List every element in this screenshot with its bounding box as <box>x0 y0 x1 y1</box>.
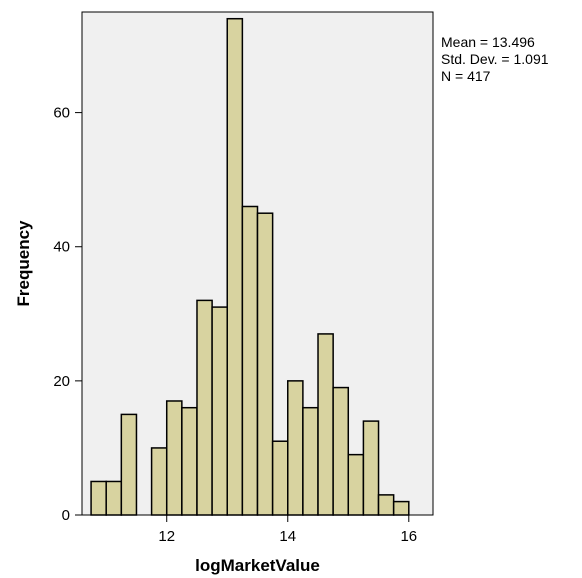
y-tick-label: 60 <box>53 105 70 122</box>
stats-box: Mean = 13.496 Std. Dev. = 1.091 N = 417 <box>441 34 549 84</box>
histogram-bar-20 <box>392 500 410 516</box>
histogram-bar-1 <box>90 480 107 516</box>
histogram-bar-4 <box>150 447 168 516</box>
histogram-bar-5 <box>165 400 183 516</box>
histogram-bar-3 <box>120 413 138 516</box>
y-axis-title: Frequency <box>14 220 33 307</box>
histogram-bar-2 <box>105 480 123 516</box>
histogram-bar-9 <box>226 17 244 516</box>
histogram-bar-8 <box>211 306 228 516</box>
y-tick-label: 20 <box>53 373 70 390</box>
histogram-bar-12 <box>271 440 289 516</box>
bars-group <box>90 17 410 516</box>
stat-std-dev: Std. Dev. = 1.091 <box>441 51 549 67</box>
histogram-bar-10 <box>241 205 259 516</box>
x-tick-label: 12 <box>158 528 175 545</box>
x-tick-label: 14 <box>279 528 296 545</box>
histogram-bar-13 <box>287 380 304 516</box>
x-tick-label: 16 <box>400 528 417 545</box>
histogram-bar-11 <box>256 212 274 516</box>
histogram-bar-15 <box>317 333 334 516</box>
y-tick-label: 0 <box>62 507 70 524</box>
histogram-bar-18 <box>362 420 380 516</box>
histogram-bar-7 <box>196 299 213 516</box>
stat-n: N = 417 <box>441 68 491 84</box>
histogram-bar-17 <box>347 453 365 516</box>
histogram-bar-16 <box>332 386 350 516</box>
histogram-bar-6 <box>181 406 198 516</box>
x-axis-title: logMarketValue <box>195 556 320 575</box>
stat-mean: Mean = 13.496 <box>441 34 535 50</box>
y-tick-label: 40 <box>53 239 70 256</box>
histogram-bar-19 <box>377 494 395 516</box>
histogram-bar-14 <box>302 406 319 516</box>
y-axis: 0 20 40 60 <box>53 105 82 524</box>
x-axis: 12 14 16 <box>158 515 417 545</box>
